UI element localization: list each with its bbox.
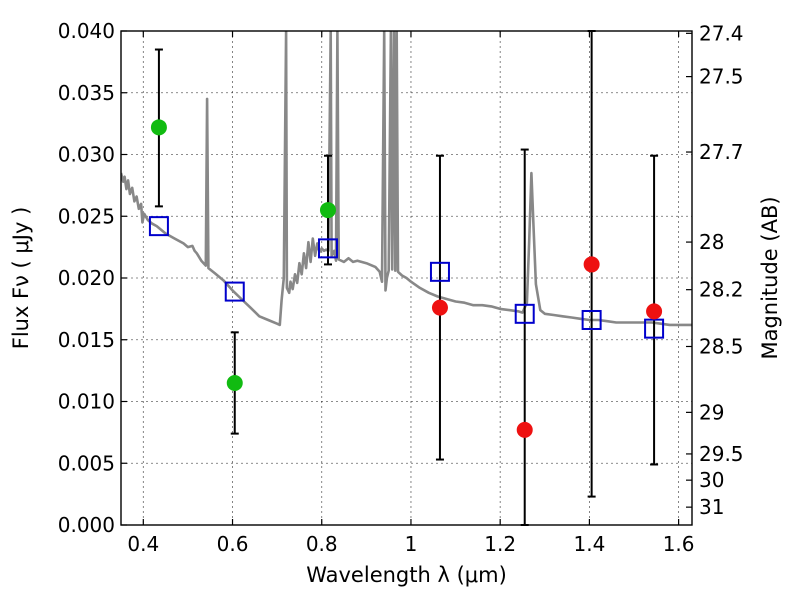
x-axis-label: Wavelength λ (μm) [306, 563, 507, 587]
model-photometry-square [224, 281, 245, 302]
marker-layer [148, 119, 665, 438]
model-spectrum-line [121, 31, 692, 327]
model-photometry-square [581, 309, 602, 330]
detection-point [226, 374, 243, 391]
upper-limit-point [583, 256, 600, 273]
model-photometry-square [317, 238, 338, 259]
right-tick-label: 30 [699, 468, 724, 492]
y-tick-label: 0.020 [58, 266, 115, 290]
x-tick-label: 0.4 [127, 532, 159, 556]
x-tick-label: 0.8 [306, 532, 338, 556]
right-tick-label: 29.5 [699, 442, 744, 466]
x-tick-label: 1.4 [573, 532, 605, 556]
model-photometry-square [148, 216, 169, 237]
detection-point [150, 119, 167, 136]
y-axis-label: Flux Fν ( μJy ) [9, 207, 33, 350]
y-tick-label: 0.025 [58, 204, 115, 228]
x-tick-label: 1.2 [484, 532, 516, 556]
model-photometry-square [429, 261, 450, 282]
y-tick-label: 0.030 [58, 143, 115, 167]
y-tick-label: 0.000 [58, 513, 115, 537]
y-axis-right-label: Magnitude (AB) [758, 196, 782, 359]
upper-limit-point [646, 303, 663, 320]
right-tick-label: 27.5 [699, 65, 744, 89]
x-tick-label: 1.6 [663, 532, 695, 556]
model-photometry-square [644, 318, 665, 339]
right-tick-label: 31 [699, 495, 724, 519]
y-tick-label: 0.035 [58, 81, 115, 105]
right-tick-label: 28.2 [699, 278, 744, 302]
x-tick-label: 1 [405, 532, 418, 556]
upper-limit-point [431, 299, 448, 316]
upper-limit-point [516, 421, 533, 438]
right-tick-label: 28 [699, 230, 724, 254]
x-tick-label: 0.6 [217, 532, 249, 556]
y-tick-label: 0.010 [58, 390, 115, 414]
right-tick-label: 29 [699, 400, 724, 424]
y-tick-label: 0.005 [58, 451, 115, 475]
right-tick-label: 27.7 [699, 140, 744, 164]
y-tick-label: 0.015 [58, 328, 115, 352]
model-photometry-square [514, 303, 535, 324]
model-spectrum-layer [121, 31, 692, 327]
right-tick-label: 28.5 [699, 334, 744, 358]
axis-ticks: 0.4 0.6 0.8 1 1.2 1.4 1.6 0.000 0.005 0.010 0.015 0… [58, 19, 744, 556]
right-tick-label: 27.4 [699, 21, 744, 45]
y-tick-label: 0.040 [58, 19, 115, 43]
detection-point [319, 202, 336, 219]
